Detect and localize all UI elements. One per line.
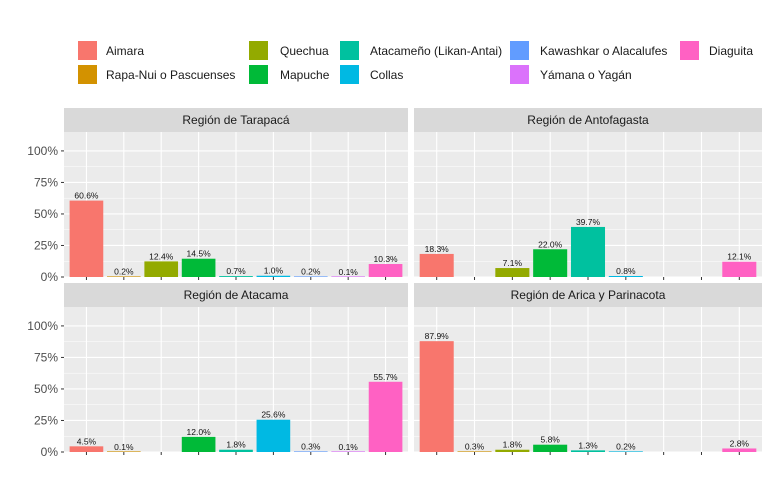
- facet-strip-0: [64, 108, 408, 132]
- y-tick-label-0-4: 100%: [27, 144, 58, 158]
- legend-key-1: [78, 65, 97, 84]
- y-tick-label-2-1: 25%: [34, 413, 58, 427]
- legend-key-8: [680, 41, 699, 60]
- y-tick-label-0-2: 50%: [34, 207, 58, 221]
- data-label-2-7: 0.1%: [338, 442, 358, 452]
- data-label-3-2: 1.8%: [503, 440, 523, 450]
- bar-1-5: [608, 275, 643, 277]
- legend-label-8: Diaguita: [709, 44, 753, 58]
- y-tick-label-2-3: 75%: [34, 350, 58, 364]
- data-label-1-4: 39.7%: [576, 217, 601, 227]
- bar-3-5: [608, 451, 643, 452]
- bar-0-8: [368, 264, 403, 277]
- data-label-2-1: 0.1%: [114, 442, 134, 452]
- data-label-0-8: 10.3%: [374, 254, 399, 264]
- data-label-2-4: 1.8%: [226, 440, 246, 450]
- facet-strip-1: [414, 108, 762, 132]
- data-label-0-0: 60.6%: [74, 191, 99, 201]
- data-label-2-0: 4.5%: [77, 436, 97, 446]
- bar-2-1: [107, 451, 141, 452]
- bar-0-3: [181, 258, 216, 277]
- legend-key-4: [340, 41, 359, 60]
- bar-2-7: [331, 451, 365, 452]
- facet-title-1: Región de Antofagasta: [527, 113, 649, 127]
- data-label-1-0: 18.3%: [425, 244, 450, 254]
- data-label-2-5: 25.6%: [261, 410, 286, 420]
- legend-label-7: Yámana o Yagán: [540, 68, 632, 82]
- legend-label-1: Rapa-Nui o Pascuenses: [106, 68, 235, 82]
- bar-2-6: [293, 451, 328, 452]
- data-label-1-2: 7.1%: [503, 258, 523, 268]
- y-tick-label-0-3: 75%: [34, 175, 58, 189]
- data-label-1-8: 12.1%: [727, 252, 752, 262]
- data-label-2-3: 12.0%: [187, 427, 212, 437]
- data-label-1-3: 22.0%: [538, 239, 563, 249]
- data-label-2-8: 55.7%: [374, 372, 399, 382]
- data-label-3-0: 87.9%: [425, 331, 450, 341]
- bar-0-5: [256, 275, 291, 277]
- bar-3-8: [722, 448, 757, 452]
- y-tick-label-2-2: 50%: [34, 382, 58, 396]
- data-label-0-3: 14.5%: [187, 249, 212, 259]
- facet-title-0: Región de Tarapacá: [182, 113, 290, 127]
- legend-key-2: [249, 41, 268, 60]
- bar-3-0: [419, 341, 454, 452]
- legend-key-5: [340, 65, 359, 84]
- bar-0-0: [69, 200, 104, 277]
- facet-title-2: Región de Atacama: [184, 288, 289, 302]
- bar-2-3: [181, 436, 216, 452]
- legend-label-4: Atacameño (Likan-Antai): [370, 44, 502, 58]
- bar-1-8: [722, 261, 757, 277]
- legend-label-6: Kawashkar o Alacalufes: [540, 44, 667, 58]
- data-label-3-5: 0.2%: [616, 442, 636, 452]
- data-label-3-8: 2.8%: [730, 438, 750, 448]
- data-label-0-7: 0.1%: [338, 267, 358, 277]
- legend-key-7: [510, 65, 529, 84]
- bar-3-1: [457, 451, 492, 452]
- legend-key-3: [249, 65, 268, 84]
- legend-label-0: Aimara: [106, 44, 144, 58]
- bar-2-5: [256, 419, 291, 452]
- y-tick-label-0-1: 25%: [34, 238, 58, 252]
- data-label-0-6: 0.2%: [301, 267, 321, 277]
- y-tick-label-0-0: 0%: [41, 270, 59, 284]
- data-label-1-5: 0.8%: [616, 266, 636, 276]
- legend-label-2: Quechua: [280, 44, 329, 58]
- bar-2-8: [368, 381, 403, 452]
- bar-0-6: [293, 276, 328, 277]
- legend-label-3: Mapuche: [280, 68, 330, 82]
- bar-3-3: [533, 444, 568, 452]
- bar-0-4: [219, 276, 253, 277]
- bar-3-2: [495, 449, 530, 452]
- bar-0-7: [331, 276, 365, 277]
- bar-3-4: [570, 450, 606, 452]
- facet-strip-3: [414, 283, 762, 307]
- data-label-2-6: 0.3%: [301, 442, 321, 452]
- bar-2-4: [219, 449, 253, 452]
- bar-1-2: [495, 268, 530, 277]
- legend-label-5: Collas: [370, 68, 403, 82]
- bar-2-0: [69, 446, 104, 452]
- data-label-0-2: 12.4%: [149, 251, 174, 261]
- facet-strip-2: [64, 283, 408, 307]
- bar-0-1: [107, 276, 141, 277]
- data-label-3-1: 0.3%: [465, 442, 485, 452]
- data-label-0-4: 0.7%: [226, 266, 246, 276]
- facet-title-3: Región de Arica y Parinacota: [511, 288, 666, 302]
- y-tick-label-2-4: 100%: [27, 319, 58, 333]
- data-label-0-5: 1.0%: [264, 266, 284, 276]
- bar-1-4: [570, 226, 606, 277]
- bar-1-3: [533, 249, 568, 277]
- y-tick-label-2-0: 0%: [41, 445, 59, 459]
- bar-1-0: [419, 253, 454, 277]
- bar-0-2: [144, 261, 179, 277]
- data-label-3-3: 5.8%: [540, 435, 560, 445]
- legend-key-0: [78, 41, 97, 60]
- data-label-3-4: 1.3%: [578, 440, 598, 450]
- legend-key-6: [510, 41, 529, 60]
- data-label-0-1: 0.2%: [114, 267, 134, 277]
